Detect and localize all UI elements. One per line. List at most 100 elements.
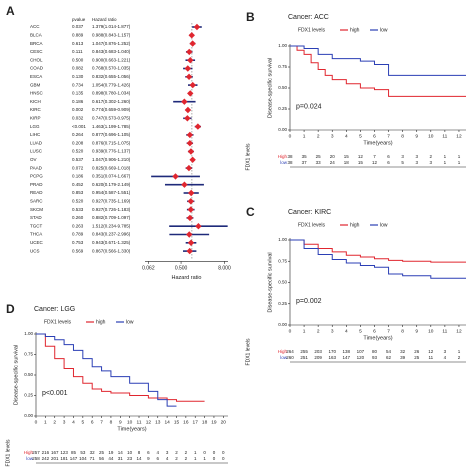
legend-label: low [380, 222, 388, 228]
risk-count: 260 [286, 355, 294, 360]
cancer-name: OV [30, 157, 37, 162]
risk-count: 18 [344, 160, 350, 165]
hr-label: 0.943(0.671-1.325) [92, 240, 131, 245]
chart-title: Cancer: KIRC [288, 209, 331, 216]
cancer-name: KIRP [30, 115, 41, 120]
cancer-name: SKCM [30, 207, 43, 212]
x-tick-label: 3 [331, 133, 334, 139]
hazard-ratio-point [189, 81, 196, 89]
hazard-ratio-point [187, 239, 195, 246]
hr-label: 1.047(0.876-1.252) [92, 41, 131, 46]
x-axis-label: Hazard ratio [172, 275, 202, 281]
cancer-name: PRAD [30, 182, 43, 187]
x-tick-label: 7 [387, 328, 390, 334]
survival-curve [290, 239, 466, 279]
cancer-name: SARC [30, 198, 43, 203]
risk-count: 44 [108, 456, 114, 461]
hr-label: 0.617(0.302-1.260) [92, 99, 131, 104]
risk-count: 2 [458, 355, 461, 360]
risk-count: 37 [302, 160, 308, 165]
hazard-ratio-point [185, 164, 193, 172]
cancer-name: TGCT [30, 223, 42, 228]
risk-count: 2 [430, 154, 433, 159]
x-tick-label: 6 [373, 133, 376, 139]
p-value: 0.111 [72, 49, 83, 54]
x-tick-label: 5 [81, 419, 84, 425]
y-tick-label: 0.25 [278, 106, 287, 111]
risk-count: 2 [175, 450, 178, 455]
hr-label: 0.939(0.776-1.137) [92, 149, 131, 154]
x-tick-label: 2 [317, 133, 320, 139]
risk-count: 216 [42, 450, 50, 455]
survival-curve [290, 239, 466, 263]
hr-label: 0.843(0.683-1.040) [92, 49, 131, 54]
risk-count: 0 [222, 456, 225, 461]
risk-count: 104 [79, 456, 87, 461]
cancer-name: LUAD [30, 140, 43, 145]
risk-count: 15 [344, 154, 350, 159]
p-value: 0.260 [72, 215, 84, 220]
cancer-name: PCPG [30, 174, 43, 179]
risk-count: 56 [99, 456, 105, 461]
risk-count: 39 [400, 355, 406, 360]
risk-count: 26 [414, 349, 420, 354]
hr-label: 1.463(1.199-1.785) [92, 124, 131, 129]
legend-label: high [350, 222, 360, 228]
x-tick-label: 12 [146, 419, 152, 425]
x-tick-label: 5 [359, 133, 362, 139]
hazard-ratio-point [186, 231, 193, 238]
risk-count: 6 [156, 456, 159, 461]
legend-label: low [380, 27, 388, 33]
x-tick-label: 3 [63, 419, 66, 425]
risk-row-label: High [24, 450, 34, 455]
x-tick-label: 9 [415, 328, 418, 334]
risk-count: 25 [414, 355, 420, 360]
legend-title: FDX1 levels [298, 222, 325, 228]
risk-count: 24 [330, 160, 336, 165]
cancer-name: UCEC [30, 240, 44, 245]
risk-row-label: low [280, 355, 288, 360]
x-tick-label: 0 [289, 328, 292, 334]
risk-count: 11 [428, 355, 433, 360]
p-value: 0.789 [72, 232, 84, 237]
risk-count: 255 [300, 349, 308, 354]
risk-count: 12 [428, 349, 434, 354]
p-value: 0.753 [72, 240, 84, 245]
x-tick-label: 20 [221, 419, 227, 425]
risk-count: 0 [203, 450, 206, 455]
x-tick-label: 1 [303, 328, 306, 334]
risk-table-title: FDX1 levels [245, 143, 251, 170]
y-tick-label: 0.00 [24, 413, 33, 418]
hazard-ratio-point [189, 40, 196, 47]
hr-label: 1.047(0.906-1.210) [92, 157, 131, 162]
p-value-annotation: p=0.024 [296, 103, 322, 110]
risk-count: 93 [372, 355, 378, 360]
cancer-name: CESC [30, 49, 43, 54]
cancer-name: ACC [30, 24, 40, 29]
x-tick-label: 19 [211, 419, 217, 425]
risk-count: 242 [42, 456, 50, 461]
risk-count: 258 [32, 456, 40, 461]
x-tick-label: 7 [387, 133, 390, 139]
cancer-name: HNSC [30, 91, 44, 96]
risk-count: 10 [127, 450, 133, 455]
hr-label: 0.747(0.573-0.975) [92, 115, 131, 120]
hazard-ratio-point [172, 173, 179, 180]
hr-label: 0.877(0.696-1.105) [92, 132, 131, 137]
hr-label: 1.379(1.014-1.877) [92, 24, 131, 29]
hazard-ratio-point [187, 206, 194, 213]
hr-label: 0.867(0.566-1.330) [92, 248, 131, 253]
cancer-name: KIRC [30, 107, 42, 112]
hr-label: 1.512(0.234-9.785) [92, 223, 131, 228]
hr-label: 0.832(0.655-1.056) [92, 74, 131, 79]
risk-count: 163 [328, 355, 336, 360]
risk-count: 85 [71, 450, 77, 455]
risk-count: 25 [99, 450, 105, 455]
risk-count: 120 [357, 355, 365, 360]
x-tick-label: 3 [331, 328, 334, 334]
hr-label: 0.351(0.074-1.667) [92, 174, 131, 179]
p-value: 0.135 [72, 91, 84, 96]
risk-count: 0 [213, 456, 216, 461]
y-tick-label: 0.25 [278, 301, 287, 306]
x-tick-label: 8 [401, 133, 404, 139]
